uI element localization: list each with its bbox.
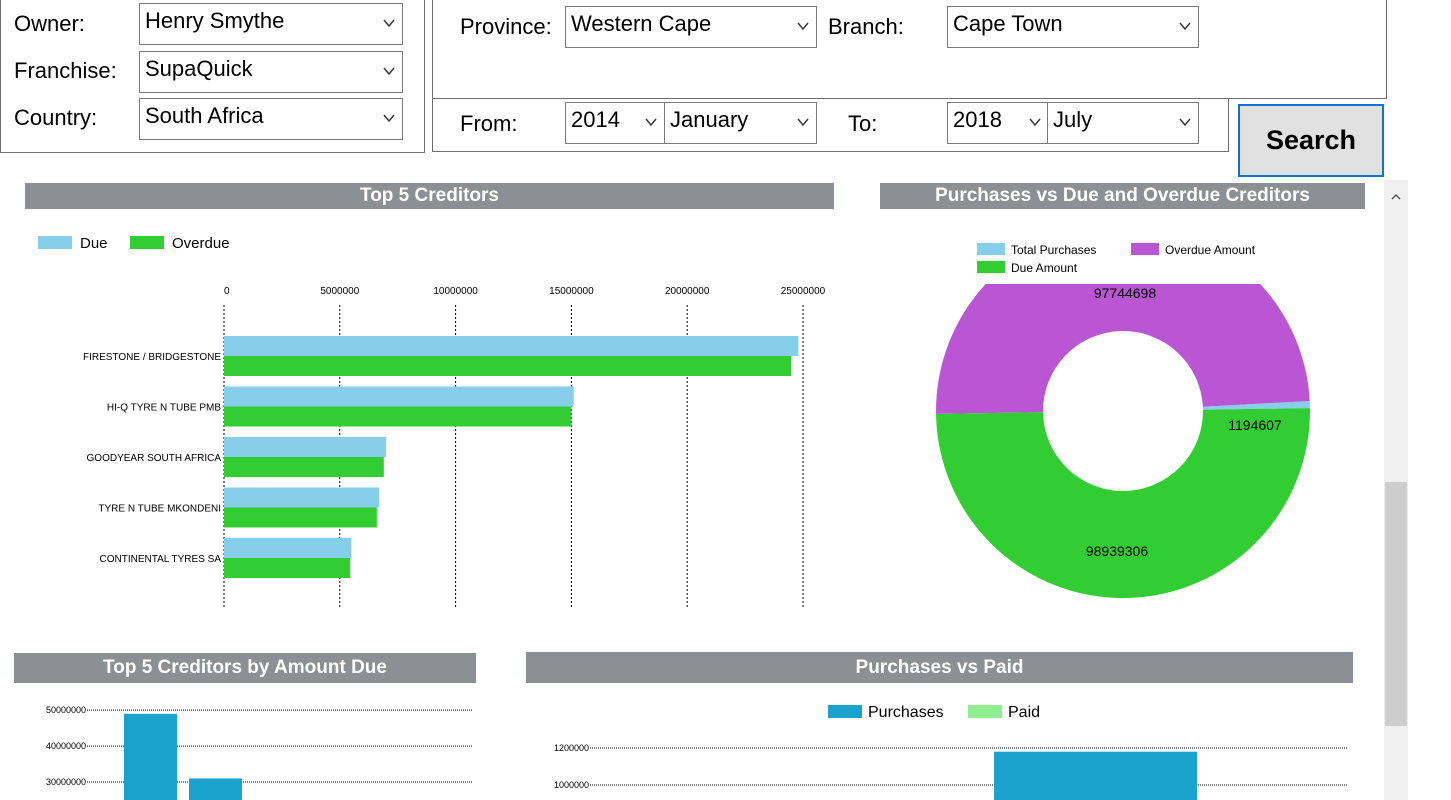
province-label: Province: <box>460 14 552 39</box>
top5-by-amount-due-title: Top 5 Creditors by Amount Due <box>14 653 476 683</box>
bar-due <box>224 487 380 508</box>
bar-overdue <box>224 356 792 376</box>
category-label: HI-Q TYRE N TUBE PMB <box>107 403 221 414</box>
legend-purchases-label: Purchases <box>868 704 944 721</box>
chevron-down-icon <box>1179 118 1191 127</box>
search-button[interactable]: Search <box>1238 104 1384 177</box>
bar-overdue <box>224 406 572 427</box>
category-label: FIRESTONE / BRIDGESTONE <box>83 352 221 363</box>
purchases-vs-due-title: Purchases vs Due and Overdue Creditors <box>880 183 1365 209</box>
legend-total-purchases-swatch <box>977 243 1005 255</box>
province-select[interactable]: Western Cape <box>565 6 817 48</box>
overdue-amount-label: 97744698 <box>1094 285 1157 301</box>
y-tick-label: 1000000 <box>554 780 589 790</box>
bar-due <box>224 437 387 457</box>
legend-due-amount-swatch <box>977 261 1005 273</box>
x-tick-label: 25000000 <box>781 286 826 297</box>
caret-up-icon[interactable] <box>1390 192 1402 202</box>
purchases-due-overdue-donut: Total Purchases Overdue Amount Due Amoun… <box>936 243 1311 599</box>
franchise-select[interactable]: SupaQuick <box>139 51 403 93</box>
legend-overdue-swatch <box>130 236 164 249</box>
legend-purchases-swatch <box>828 705 862 718</box>
bar-due <box>224 336 799 356</box>
x-tick-label: 0 <box>224 286 230 297</box>
scrollbar-thumb[interactable] <box>1385 482 1407 726</box>
from-year-select[interactable]: 2014 <box>565 102 665 144</box>
owner-value: Henry Smythe <box>145 8 285 33</box>
owner-select[interactable]: Henry Smythe <box>139 3 403 45</box>
province-value: Western Cape <box>571 11 712 36</box>
chevron-down-icon <box>1029 118 1041 127</box>
date-range-group <box>432 98 1229 152</box>
owner-filter-group <box>0 0 425 153</box>
slice-total-purchases <box>1202 400 1310 410</box>
purchases-vs-paid-title: Purchases vs Paid <box>526 652 1353 683</box>
to-label: To: <box>848 111 878 136</box>
x-tick-label: 10000000 <box>433 286 478 297</box>
franchise-label: Franchise: <box>14 58 117 83</box>
legend-overdue-amount-swatch <box>1131 243 1159 255</box>
from-month-select[interactable]: January <box>664 102 817 144</box>
bar-amount-due <box>124 713 177 800</box>
legend-overdue-amount-label: Overdue Amount <box>1165 243 1256 257</box>
bar-overdue <box>224 507 377 528</box>
total-purchases-label: 1194607 <box>1228 417 1282 433</box>
vertical-scrollbar[interactable] <box>1384 180 1408 800</box>
due-amount-label: 98939306 <box>1086 543 1149 559</box>
y-tick-label: 50000000 <box>46 705 86 715</box>
bar-purchases <box>994 751 1197 800</box>
bar-amount-due <box>189 778 242 800</box>
legend-due-swatch <box>38 236 72 249</box>
from-year-value: 2014 <box>571 107 620 132</box>
slice-due-amount <box>936 408 1311 599</box>
top5-creditors-chart: Due Overdue 0 5000000 10000000 15000000 2000… <box>38 235 826 608</box>
y-tick-label: 1200000 <box>554 743 589 753</box>
to-month-value: July <box>1053 107 1093 132</box>
chevron-down-icon <box>1179 22 1191 31</box>
branch-label: Branch: <box>828 14 904 39</box>
chevron-down-icon <box>797 118 809 127</box>
x-tick-label: 20000000 <box>665 286 710 297</box>
franchise-value: SupaQuick <box>145 56 253 81</box>
bar-due <box>224 538 352 558</box>
legend-due-label: Due <box>80 235 108 252</box>
x-tick-label: 5000000 <box>320 286 359 297</box>
to-month-select[interactable]: July <box>1047 102 1199 144</box>
chevron-down-icon <box>383 19 395 28</box>
chevron-down-icon <box>383 114 395 123</box>
bar-overdue <box>224 457 384 477</box>
country-value: South Africa <box>145 103 264 128</box>
category-label: TYRE N TUBE MKONDENI <box>98 504 221 515</box>
category-label: CONTINENTAL TYRES SA <box>99 554 221 565</box>
from-label: From: <box>460 111 518 136</box>
purchases-vs-paid-chart: Purchases Paid 1200000 1000000 <box>554 704 1347 800</box>
bar-overdue <box>224 558 351 578</box>
legend-total-purchases-label: Total Purchases <box>1011 243 1096 257</box>
legend-paid-swatch <box>968 705 1002 718</box>
to-year-value: 2018 <box>953 107 1002 132</box>
branch-select[interactable]: Cape Town <box>947 6 1199 48</box>
owner-label: Owner: <box>14 11 85 36</box>
country-select[interactable]: South Africa <box>139 98 403 140</box>
slice-overdue-amount <box>936 284 1310 414</box>
country-label: Country: <box>14 105 98 130</box>
to-year-select[interactable]: 2018 <box>947 102 1049 144</box>
top5-amount-due-chart: 50000000 40000000 30000000 <box>46 705 473 800</box>
legend-due-amount-label: Due Amount <box>1011 261 1078 275</box>
chevron-down-icon <box>645 118 657 127</box>
legend-overdue-label: Overdue <box>172 235 230 252</box>
x-tick-label: 15000000 <box>549 286 594 297</box>
chevron-down-icon <box>383 67 395 76</box>
bar-due <box>224 386 574 407</box>
legend-paid-label: Paid <box>1008 704 1040 721</box>
chevron-down-icon <box>797 22 809 31</box>
category-label: GOODYEAR SOUTH AFRICA <box>87 453 222 464</box>
y-tick-label: 40000000 <box>46 741 86 751</box>
branch-value: Cape Town <box>953 11 1063 36</box>
top5-creditors-title: Top 5 Creditors <box>25 183 834 209</box>
y-tick-label: 30000000 <box>46 777 86 787</box>
from-month-value: January <box>670 107 749 132</box>
